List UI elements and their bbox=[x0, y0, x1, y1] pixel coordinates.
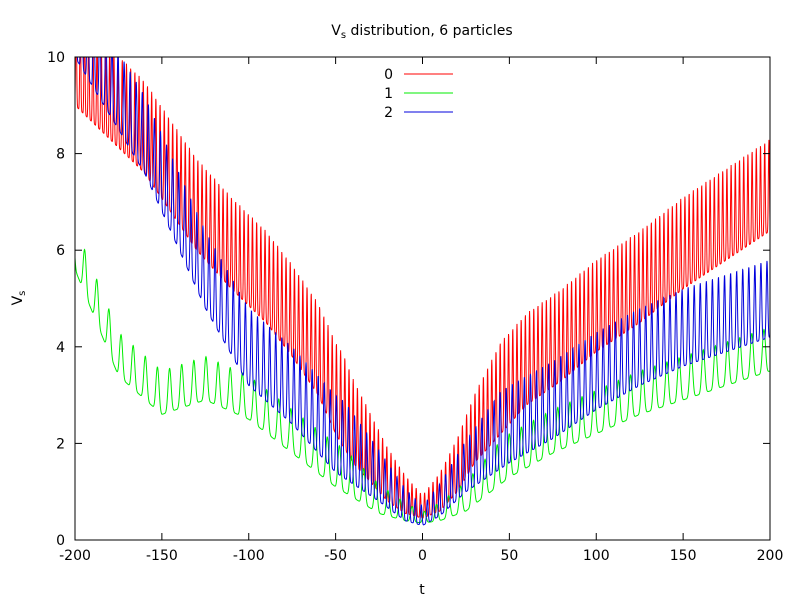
legend-label-2: 2 bbox=[384, 105, 393, 121]
y-axis-label: Vs bbox=[10, 291, 28, 306]
x-tick-label-3: -50 bbox=[324, 548, 347, 564]
x-tick-label-4: 0 bbox=[418, 548, 427, 564]
chart-title-subscript: s bbox=[341, 30, 346, 41]
chart-title-main: V bbox=[331, 23, 341, 39]
series-line-2 bbox=[76, 57, 770, 526]
x-tick-label-5: 50 bbox=[500, 548, 518, 564]
y-tick-label-2: 4 bbox=[56, 340, 65, 356]
chart-title: Vs distribution, 6 particles bbox=[331, 23, 512, 41]
x-tick-label-2: -100 bbox=[233, 548, 265, 564]
y-tick-label-1: 2 bbox=[56, 436, 65, 452]
y-axis-label-main: V bbox=[10, 295, 26, 305]
x-tick-label-6: 100 bbox=[583, 548, 610, 564]
legend: 0 1 2 bbox=[384, 67, 453, 121]
y-tick-label-3: 6 bbox=[56, 243, 65, 259]
plot-frame bbox=[74, 56, 771, 541]
x-axis-label: t bbox=[419, 582, 425, 598]
y-tick-label-4: 8 bbox=[56, 147, 65, 163]
y-tick-label-5: 10 bbox=[47, 50, 65, 66]
x-tick-label-1: -150 bbox=[146, 548, 178, 564]
legend-label-1: 1 bbox=[384, 86, 393, 102]
x-tick-label-8: 200 bbox=[757, 548, 784, 564]
legend-label-0: 0 bbox=[384, 67, 393, 83]
x-tick-label-7: 150 bbox=[670, 548, 697, 564]
y-tick-label-0: 0 bbox=[56, 533, 65, 549]
x-tick-label-0: -200 bbox=[59, 548, 91, 564]
series-line-1 bbox=[75, 248, 770, 524]
chart-title-rest: distribution, 6 particles bbox=[346, 23, 513, 39]
series-line-0 bbox=[75, 57, 770, 519]
y-axis-label-subscript: s bbox=[17, 291, 28, 296]
series-layer bbox=[75, 57, 770, 526]
